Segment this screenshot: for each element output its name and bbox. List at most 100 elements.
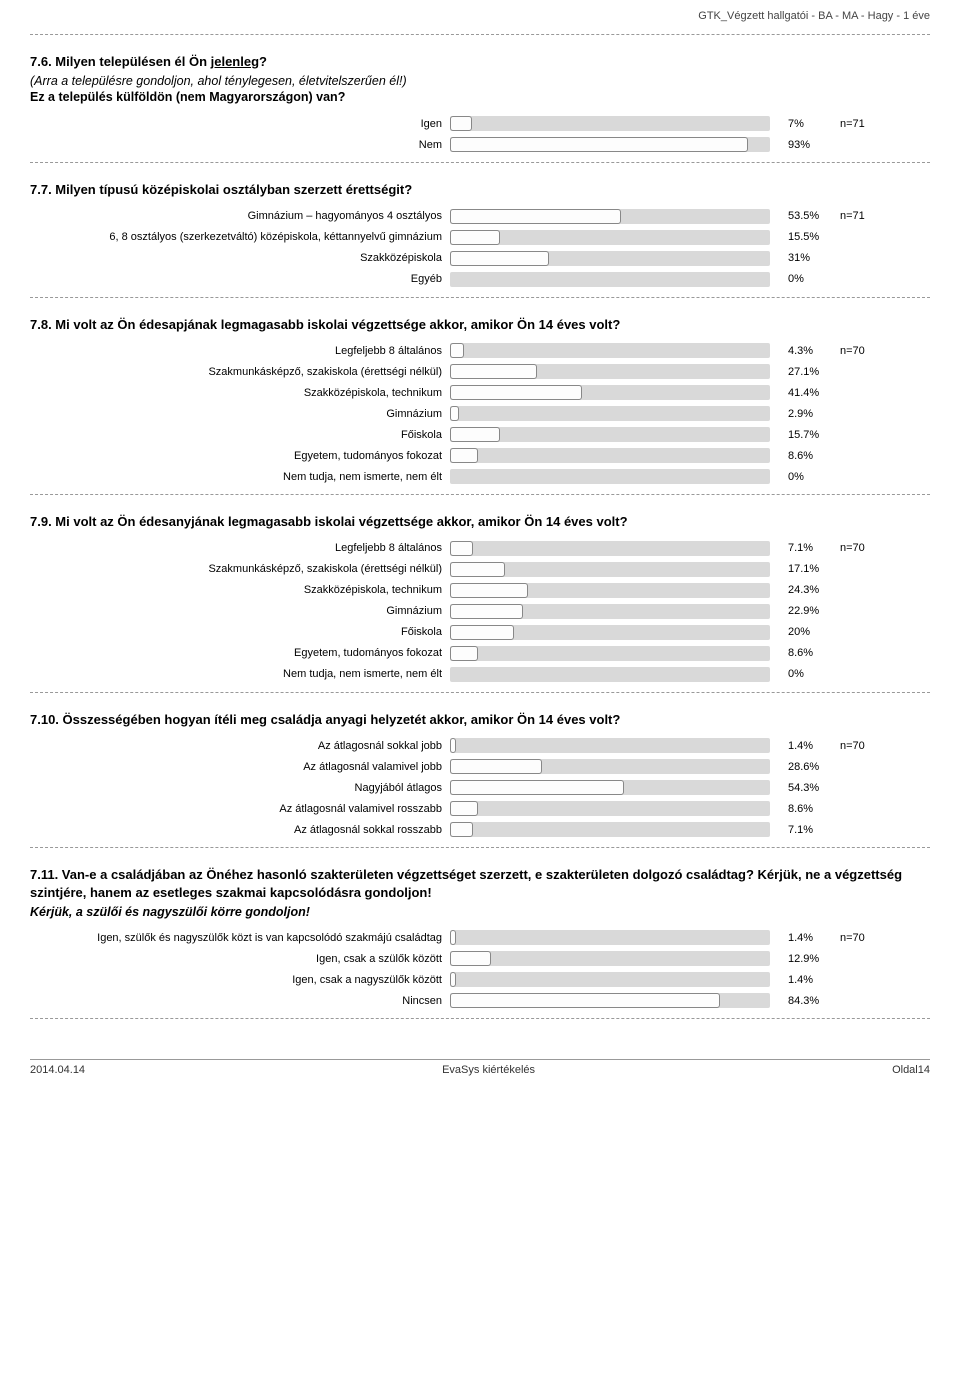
bar-fill — [450, 972, 456, 987]
answer-row: Szakközépiskola, technikum24.3% — [30, 583, 930, 598]
question-title: 7.7. Milyen típusú középiskolai osztályb… — [30, 181, 930, 199]
bar-track — [450, 251, 770, 266]
answer-label: Gimnázium – hagyományos 4 osztályos — [30, 210, 450, 222]
bar-track — [450, 562, 770, 577]
answer-percent: 84.3% — [770, 995, 840, 1007]
answer-rows: Igen, szülők és nagyszülők közt is van k… — [30, 930, 930, 1008]
answer-row: Nem tudja, nem ismerte, nem élt 0% — [30, 667, 930, 682]
bar-fill — [450, 951, 491, 966]
answer-percent: 1.4% — [770, 974, 840, 986]
answer-label: Legfeljebb 8 általános — [30, 542, 450, 554]
question-title: 7.8. Mi volt az Ön édesapjának legmagasa… — [30, 316, 930, 334]
bar-track — [450, 738, 770, 753]
answer-percent: 7% — [770, 118, 840, 130]
separator — [30, 847, 930, 848]
answer-label: Igen, szülők és nagyszülők közt is van k… — [30, 932, 450, 944]
bar-fill — [450, 209, 621, 224]
bar-track — [450, 427, 770, 442]
answer-percent: 53.5% — [770, 210, 840, 222]
answer-label: Gimnázium — [30, 408, 450, 420]
bar-fill — [450, 993, 720, 1008]
answer-label: Nagyjából átlagos — [30, 782, 450, 794]
questions-container: 7.6. Milyen településen él Ön jelenleg?(… — [30, 53, 930, 1019]
sample-size: n=70 — [840, 932, 900, 944]
bar-track — [450, 583, 770, 598]
question-subtitle: Kérjük, a szülői és nagyszülői körre gon… — [30, 904, 930, 921]
answer-label: Az átlagosnál valamivel jobb — [30, 761, 450, 773]
bar-fill — [450, 385, 582, 400]
answer-label: Igen — [30, 118, 450, 130]
answer-label: Az átlagosnál sokkal jobb — [30, 740, 450, 752]
bar-fill — [450, 427, 500, 442]
answer-percent: 0% — [770, 668, 840, 680]
bar-fill — [450, 116, 472, 131]
separator — [30, 692, 930, 693]
answer-row: Gimnázium22.9% — [30, 604, 930, 619]
question-block: 7.6. Milyen településen él Ön jelenleg?(… — [30, 53, 930, 152]
sample-size: n=70 — [840, 345, 900, 357]
answer-rows: Legfeljebb 8 általános7.1%n=70Szakmunkás… — [30, 541, 930, 682]
bar-fill — [450, 780, 624, 795]
answer-label: Egyetem, tudományos fokozat — [30, 647, 450, 659]
answer-percent: 0% — [770, 273, 840, 285]
answer-label: Igen, csak a nagyszülők között — [30, 974, 450, 986]
answer-row: Igen, szülők és nagyszülők közt is van k… — [30, 930, 930, 945]
answer-label: Szakközépiskola — [30, 252, 450, 264]
bar-fill — [450, 251, 549, 266]
answer-percent: 2.9% — [770, 408, 840, 420]
answer-rows: Legfeljebb 8 általános4.3%n=70Szakmunkás… — [30, 343, 930, 484]
answer-label: Nem tudja, nem ismerte, nem élt — [30, 668, 450, 680]
bar-fill — [450, 448, 478, 463]
answer-label: Nincsen — [30, 995, 450, 1007]
bar-track — [450, 406, 770, 421]
question-block: 7.7. Milyen típusú középiskolai osztályb… — [30, 181, 930, 287]
answer-percent: 0% — [770, 471, 840, 483]
bar-fill — [450, 406, 459, 421]
answer-rows: Igen7%n=71Nem93% — [30, 116, 930, 152]
answer-percent: 8.6% — [770, 803, 840, 815]
bar-track — [450, 759, 770, 774]
separator — [30, 162, 930, 163]
answer-row: Szakközépiskola, technikum41.4% — [30, 385, 930, 400]
answer-percent: 41.4% — [770, 387, 840, 399]
answer-percent: 1.4% — [770, 740, 840, 752]
bar-fill — [450, 625, 514, 640]
bar-fill — [450, 822, 473, 837]
bar-fill — [450, 738, 456, 753]
answer-percent: 12.9% — [770, 953, 840, 965]
bar-track — [450, 993, 770, 1008]
bar-track — [450, 667, 770, 682]
answer-percent: 93% — [770, 139, 840, 151]
sample-size: n=71 — [840, 118, 900, 130]
question-title: 7.9. Mi volt az Ön édesanyjának legmagas… — [30, 513, 930, 531]
answer-percent: 15.7% — [770, 429, 840, 441]
answer-percent: 8.6% — [770, 647, 840, 659]
answer-row: Szakközépiskola31% — [30, 251, 930, 266]
answer-row: Igen, csak a nagyszülők között 1.4% — [30, 972, 930, 987]
bar-fill — [450, 137, 748, 152]
question-subtitle: Ez a település külföldön (nem Magyarorsz… — [30, 89, 930, 106]
sample-size: n=71 — [840, 210, 900, 222]
answer-label: Igen, csak a szülők között — [30, 953, 450, 965]
answer-row: Szakmunkásképző, szakiskola (érettségi n… — [30, 364, 930, 379]
answer-row: Egyéb0% — [30, 272, 930, 287]
answer-percent: 27.1% — [770, 366, 840, 378]
bar-fill — [450, 930, 456, 945]
answer-label: Főiskola — [30, 429, 450, 441]
bar-track — [450, 230, 770, 245]
answer-label: 6, 8 osztályos (szerkezetváltó) középisk… — [30, 231, 450, 243]
answer-label: Nem tudja, nem ismerte, nem élt — [30, 471, 450, 483]
footer-date: 2014.04.14 — [30, 1064, 85, 1076]
bar-fill — [450, 230, 500, 245]
bar-fill — [450, 801, 478, 816]
bar-track — [450, 646, 770, 661]
answer-percent: 4.3% — [770, 345, 840, 357]
answer-percent: 17.1% — [770, 563, 840, 575]
answer-label: Szakmunkásképző, szakiskola (érettségi n… — [30, 563, 450, 575]
answer-row: Szakmunkásképző, szakiskola (érettségi n… — [30, 562, 930, 577]
bar-track — [450, 137, 770, 152]
bar-fill — [450, 343, 464, 358]
answer-row: Gimnázium – hagyományos 4 osztályos 53.5%… — [30, 209, 930, 224]
answer-percent: 24.3% — [770, 584, 840, 596]
answer-percent: 22.9% — [770, 605, 840, 617]
